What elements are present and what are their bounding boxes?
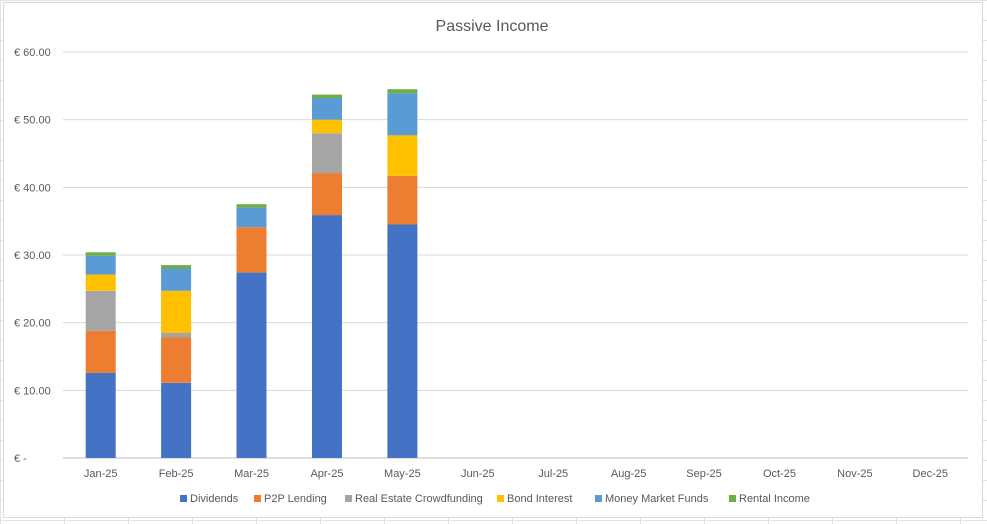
legend-item[interactable]: Dividends <box>180 493 239 505</box>
y-axis: € - € 10.00 € 20.00 € 30.00 € 40.00 € 50.00 € … <box>14 47 51 465</box>
legend-label: Real Estate Crowdfunding <box>355 493 483 505</box>
bar-segment[interactable] <box>161 268 192 291</box>
y-tick-label: € 40.00 <box>14 182 51 194</box>
bar-segment[interactable] <box>85 274 116 291</box>
legend-item[interactable]: Money Market Funds <box>595 493 709 505</box>
legend-swatch <box>254 495 261 502</box>
gridlines <box>63 51 968 459</box>
bar-segment[interactable] <box>312 94 342 98</box>
bar-segment[interactable] <box>312 98 342 120</box>
bar-segment[interactable] <box>236 272 267 458</box>
legend-swatch <box>729 495 736 502</box>
bar-segment[interactable] <box>161 332 192 338</box>
bar-segment[interactable] <box>85 330 116 373</box>
y-tick-label: € 20.00 <box>14 318 51 330</box>
bar-segment[interactable] <box>387 135 418 176</box>
legend-label: Money Market Funds <box>605 493 709 505</box>
legend-item[interactable]: P2P Lending <box>254 493 327 505</box>
bar-segment[interactable] <box>387 175 418 225</box>
bar-segment[interactable] <box>387 224 418 459</box>
x-tick-label: Jul-25 <box>538 468 568 480</box>
legend-swatch <box>595 495 602 502</box>
x-tick-label: Jan-25 <box>84 468 118 480</box>
legend-label: Rental Income <box>739 493 810 505</box>
legend-swatch <box>180 495 187 502</box>
x-tick-label: Apr-25 <box>310 468 343 480</box>
x-tick-label: Sep-25 <box>686 468 721 480</box>
bar-segment[interactable] <box>85 290 116 331</box>
bar-segment[interactable] <box>236 204 267 208</box>
bars <box>85 89 418 459</box>
x-tick-label: Aug-25 <box>611 468 646 480</box>
bar-segment[interactable] <box>85 252 116 256</box>
y-tick-label: € 30.00 <box>14 250 51 262</box>
x-tick-label: Feb-25 <box>159 468 194 480</box>
bar-segment[interactable] <box>236 207 267 228</box>
legend-swatch <box>497 495 504 502</box>
y-tick-label: € 60.00 <box>14 47 51 59</box>
bar-segment[interactable] <box>312 173 342 216</box>
bar-segment[interactable] <box>312 119 342 134</box>
y-tick-label: € 10.00 <box>14 385 51 397</box>
bar-segment[interactable] <box>85 372 116 458</box>
bar-segment[interactable] <box>236 227 267 273</box>
bar-segment[interactable] <box>161 265 192 269</box>
legend-label: Bond Interest <box>507 493 572 505</box>
legend-item[interactable]: Bond Interest <box>497 493 572 505</box>
bar-segment[interactable] <box>387 93 418 136</box>
bar-segment[interactable] <box>161 382 192 458</box>
legend-swatch <box>345 495 352 502</box>
x-tick-label: Nov-25 <box>837 468 872 480</box>
bar-segment[interactable] <box>387 89 418 94</box>
bar-segment[interactable] <box>312 133 342 174</box>
bar-segment[interactable] <box>161 337 192 383</box>
legend-label: Dividends <box>190 493 239 505</box>
y-tick-label: € 50.00 <box>14 115 51 127</box>
x-tick-label: Dec-25 <box>913 468 948 480</box>
bar-segment[interactable] <box>312 215 342 458</box>
legend-item[interactable]: Rental Income <box>729 493 810 505</box>
bar-segment[interactable] <box>161 290 192 333</box>
legend-label: P2P Lending <box>264 493 327 505</box>
chart-title: Passive Income <box>436 18 549 35</box>
x-axis: Jan-25 Feb-25 Mar-25 Apr-25 May-25 Jun-25 Jul-… <box>84 468 948 480</box>
x-tick-label: Jun-25 <box>461 468 495 480</box>
bar-segment[interactable] <box>85 255 116 275</box>
legend-item[interactable]: Real Estate Crowdfunding <box>345 493 483 505</box>
x-tick-label: Mar-25 <box>234 468 269 480</box>
x-tick-label: Oct-25 <box>763 468 796 480</box>
x-tick-label: May-25 <box>384 468 421 480</box>
y-tick-label: € - <box>14 453 27 465</box>
legend: Dividends P2P Lending Real Estate Crowdfun… <box>180 493 810 505</box>
